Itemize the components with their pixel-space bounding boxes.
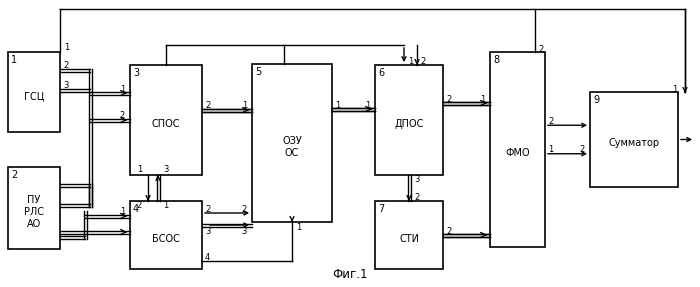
Text: СТИ: СТИ [399, 234, 419, 244]
Text: 6: 6 [378, 68, 384, 78]
Text: 1: 1 [241, 102, 247, 110]
Text: 2: 2 [538, 44, 543, 53]
Bar [252, 64, 332, 222]
Text: 2: 2 [446, 226, 452, 236]
Text: 1: 1 [163, 201, 168, 210]
Text: 2: 2 [11, 170, 18, 180]
Bar [490, 52, 545, 247]
Text: ОЗУ
ОС: ОЗУ ОС [282, 136, 302, 158]
Text: ГСЦ: ГСЦ [24, 91, 44, 101]
Text: 1: 1 [335, 100, 340, 110]
Text: 2: 2 [548, 117, 553, 126]
Bar [590, 92, 678, 187]
Text: ФМО: ФМО [505, 148, 530, 158]
Text: 1: 1 [64, 44, 69, 53]
Text: 4: 4 [133, 204, 139, 214]
Text: 9: 9 [593, 95, 599, 105]
Text: ДПОС: ДПОС [394, 119, 424, 129]
Text: 1: 1 [11, 55, 17, 65]
Text: Сумматор: Сумматор [608, 139, 659, 148]
Text: 1: 1 [120, 208, 125, 216]
Bar [130, 201, 202, 269]
Text: 4: 4 [205, 253, 210, 261]
Text: 3: 3 [163, 164, 169, 174]
Text: 3: 3 [133, 68, 139, 78]
Text: 8: 8 [493, 55, 499, 65]
Text: 2: 2 [63, 61, 69, 69]
Text: 1: 1 [480, 94, 485, 104]
Text: 2: 2 [136, 201, 142, 210]
Text: 2: 2 [414, 193, 419, 203]
Text: 1: 1 [120, 84, 125, 94]
Bar [130, 65, 202, 175]
Bar [375, 65, 443, 175]
Text: 2: 2 [420, 57, 426, 65]
Text: 1: 1 [296, 222, 301, 232]
Text: 3: 3 [241, 226, 247, 236]
Text: 3: 3 [414, 175, 419, 185]
Text: 5: 5 [255, 67, 261, 77]
Text: БСОС: БСОС [152, 234, 180, 244]
Text: Фиг.1: Фиг.1 [332, 268, 368, 281]
Text: 1: 1 [136, 164, 142, 174]
Text: 1: 1 [408, 57, 413, 65]
Text: СПОС: СПОС [152, 119, 181, 129]
Text: 2: 2 [205, 102, 210, 110]
Text: 2: 2 [580, 145, 585, 154]
Text: 1: 1 [365, 100, 370, 110]
Text: 3: 3 [63, 80, 69, 90]
Text: 2: 2 [241, 205, 247, 214]
Text: 2: 2 [120, 112, 125, 121]
Bar [375, 201, 443, 269]
Bar [8, 52, 60, 132]
Text: ПУ
РЛС
АО: ПУ РЛС АО [24, 195, 44, 229]
Text: 3: 3 [205, 226, 211, 236]
Bar [8, 167, 60, 249]
Text: 7: 7 [378, 204, 384, 214]
Text: 1: 1 [548, 145, 553, 154]
Text: 1: 1 [672, 84, 677, 94]
Text: 2: 2 [205, 205, 210, 214]
Text: 2: 2 [446, 94, 452, 104]
